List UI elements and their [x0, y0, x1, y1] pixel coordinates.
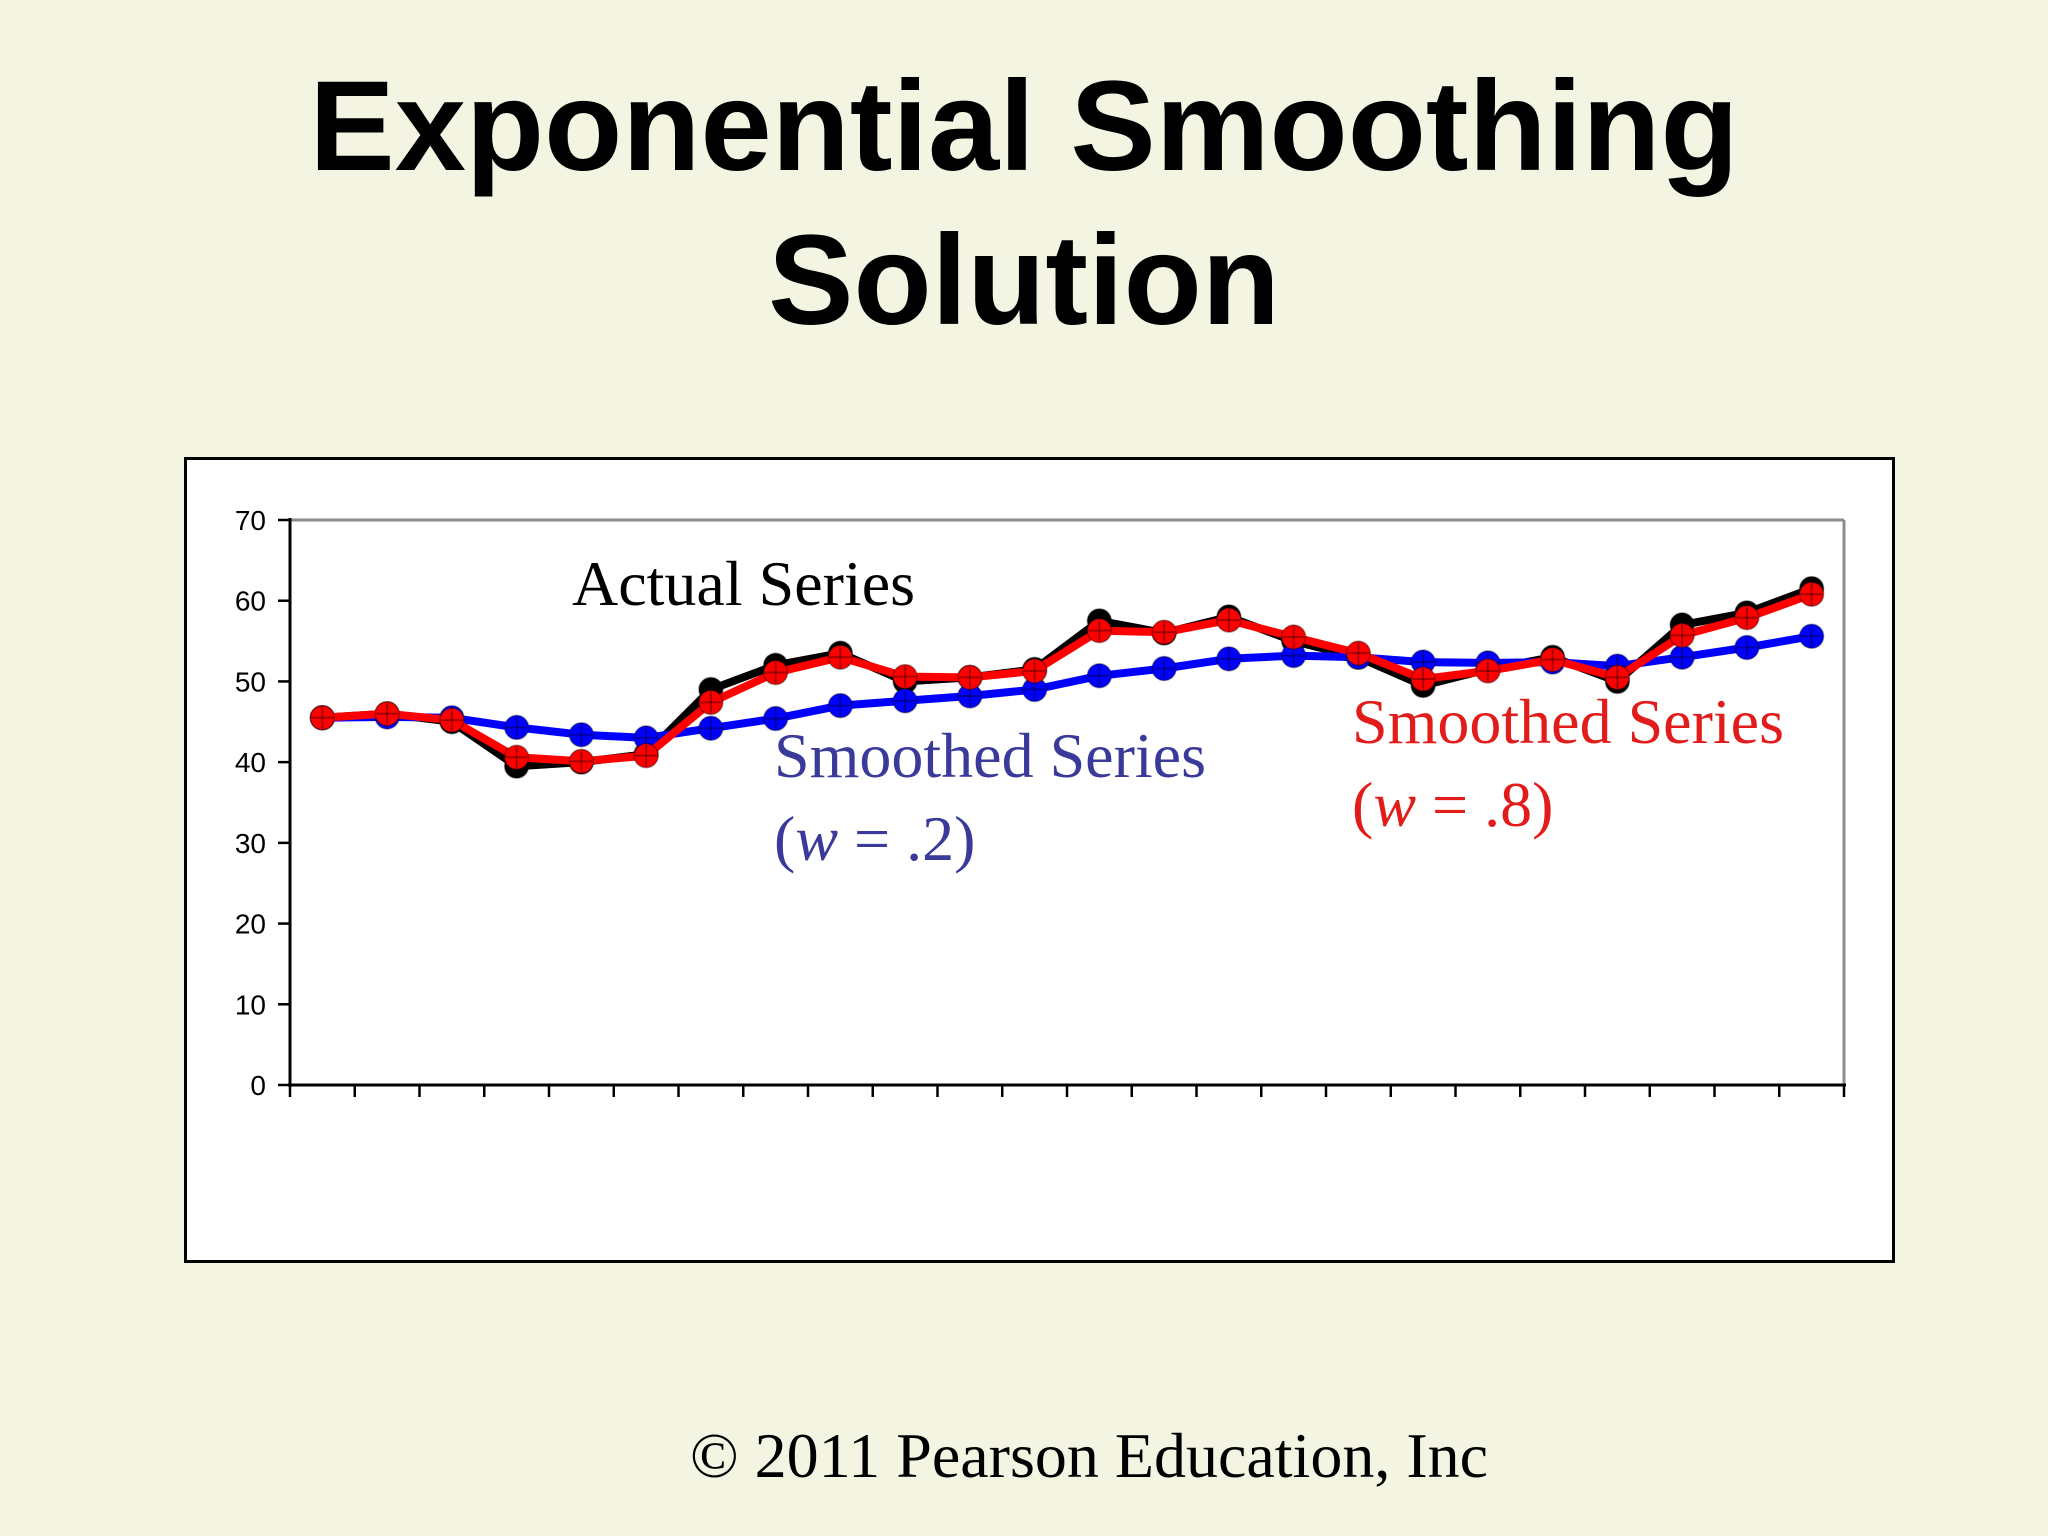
data-point	[1734, 604, 1760, 631]
data-point	[957, 664, 983, 691]
data-point	[827, 692, 854, 719]
data-point	[1539, 646, 1566, 673]
y-tick-label: 60	[235, 586, 266, 617]
data-point	[1345, 640, 1372, 666]
data-point	[1798, 581, 1825, 608]
data-point	[762, 705, 789, 732]
chart-series	[309, 575, 1825, 779]
y-tick-label: 20	[235, 909, 266, 940]
data-point	[568, 721, 595, 748]
data-point	[892, 663, 918, 690]
data-point	[892, 688, 918, 714]
slide-title-line-1: Exponential Smoothing	[309, 55, 1739, 198]
data-point	[1798, 623, 1825, 649]
y-tick-label: 10	[235, 989, 266, 1020]
data-point	[1410, 666, 1436, 692]
data-point	[1734, 634, 1760, 661]
data-point	[1669, 622, 1695, 649]
label-smoothed-series-w08-weight: (w = .8)	[1352, 769, 1553, 840]
data-point	[1086, 617, 1113, 644]
data-point	[374, 700, 400, 727]
copyright-footer: © 2011 Pearson Education, Inc	[689, 1420, 1489, 1491]
y-tick-label: 0	[250, 1070, 266, 1101]
data-point	[1216, 607, 1242, 633]
data-point	[309, 705, 336, 731]
chart-frame: 0 10 20 30 40 50 60 70 Actual Series Smoothed Se…	[184, 457, 1895, 1263]
data-point	[698, 715, 724, 741]
data-point	[1151, 619, 1177, 645]
line-chart: 0 10 20 30 40 50 60 70 Actual Series Smoothed Se…	[235, 505, 1846, 1101]
y-tick-label: 70	[235, 505, 266, 536]
y-tick-label: 40	[235, 747, 266, 778]
chart-axes: 0 10 20 30 40 50 60 70	[235, 505, 1846, 1101]
data-point	[1151, 655, 1177, 682]
data-point	[1086, 663, 1113, 689]
data-point	[1604, 664, 1631, 691]
data-point	[827, 644, 854, 670]
data-point	[503, 714, 530, 741]
label-smoothed-series-w02: Smoothed Series	[774, 720, 1206, 791]
data-point	[1021, 658, 1048, 684]
series-2	[309, 581, 1825, 775]
data-point	[1475, 658, 1501, 684]
chart-annotations: Actual Series Smoothed Series (w = .2) Smoo…	[572, 548, 1784, 874]
data-point	[568, 748, 595, 775]
data-point	[633, 742, 659, 769]
data-point	[503, 744, 530, 771]
data-point	[698, 689, 724, 716]
label-actual-series: Actual Series	[572, 548, 915, 619]
slide-title-line-2: Solution	[768, 209, 1280, 352]
slide-title: Exponential Smoothing Solution	[0, 50, 2048, 358]
label-smoothed-series-w08: Smoothed Series	[1352, 686, 1784, 757]
label-smoothed-series-w02-weight: (w = .2)	[774, 803, 975, 874]
data-point	[762, 659, 789, 686]
data-point	[1216, 646, 1242, 672]
data-point	[1280, 624, 1307, 650]
data-point	[439, 707, 465, 733]
y-tick-label: 30	[235, 828, 266, 859]
y-tick-label: 50	[235, 666, 266, 697]
